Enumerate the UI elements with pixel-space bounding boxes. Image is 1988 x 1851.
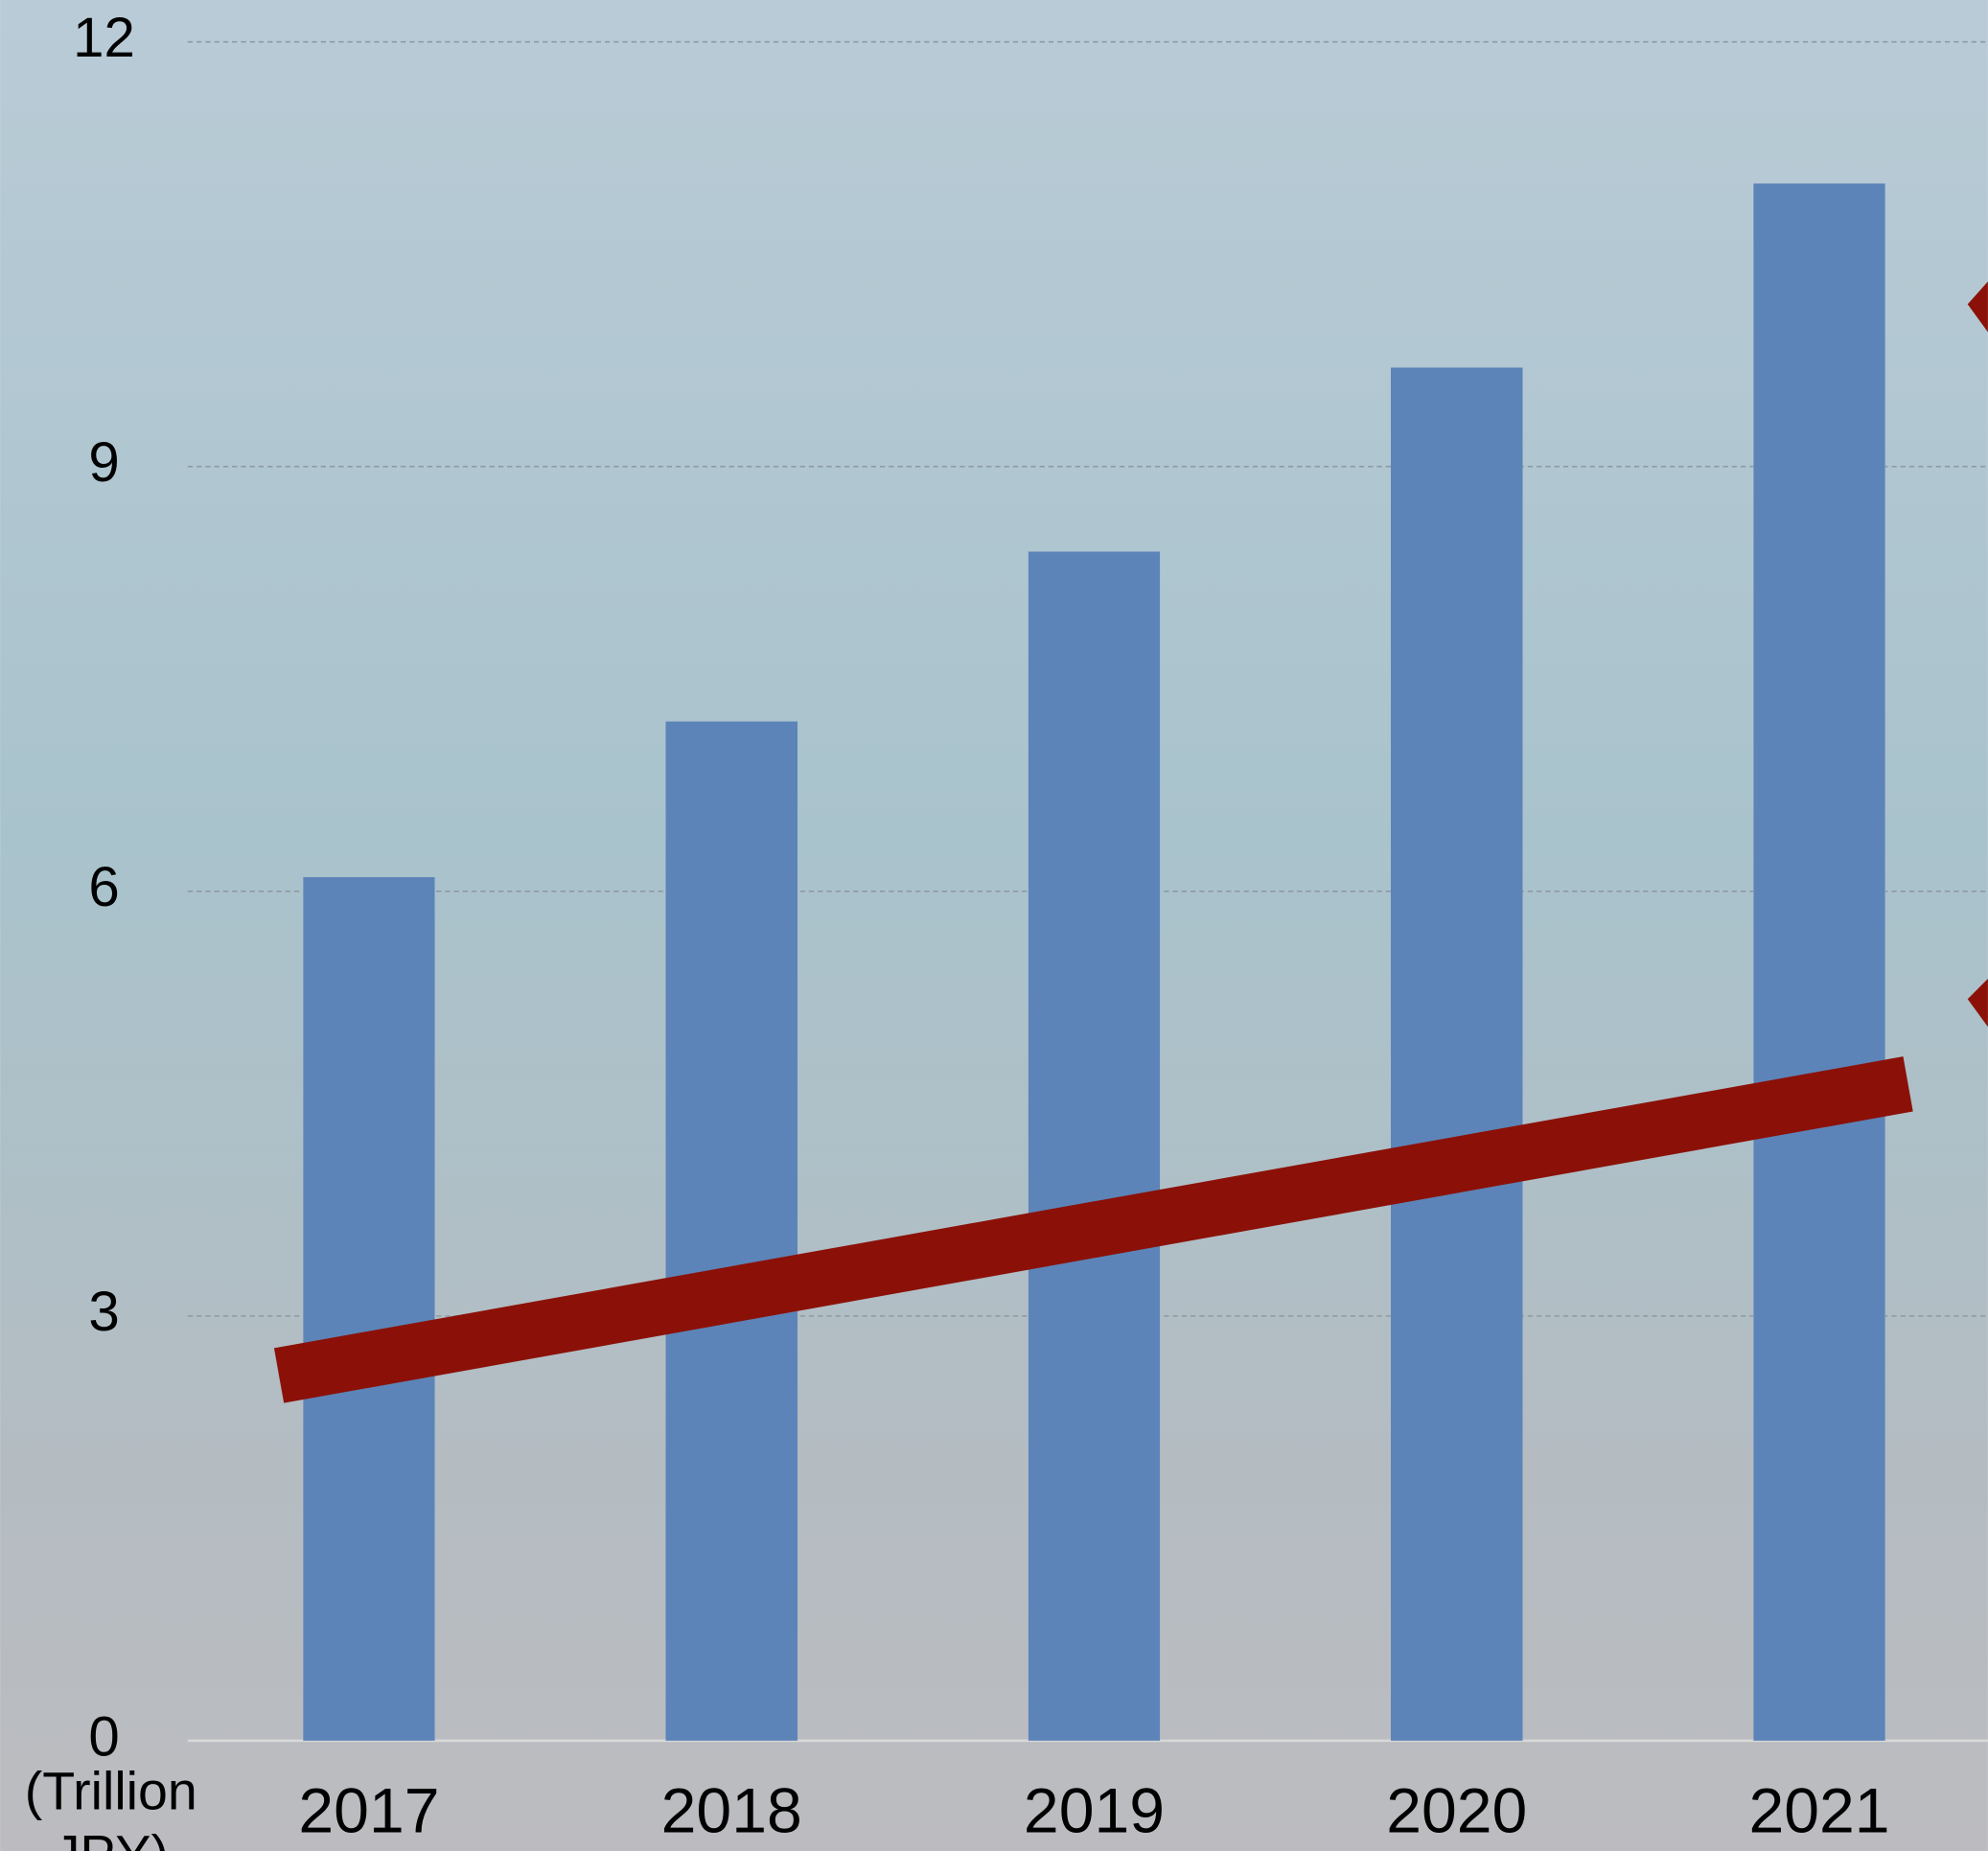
bar [665, 722, 798, 1741]
chart: (Trillion JPY) 0 3 6 9 12 2017 2018 2019 2020 202… [0, 0, 1988, 1851]
y-tick-label: 6 [88, 856, 119, 918]
y-tick-label: 12 [73, 7, 135, 69]
x-tick-label: 2018 [661, 1775, 802, 1846]
y-tick-label: 3 [88, 1281, 119, 1343]
bar [1029, 551, 1161, 1741]
y-tick-label: 9 [88, 431, 119, 494]
x-tick-label: 2019 [1024, 1775, 1165, 1846]
y-tick-label: 0 [88, 1705, 119, 1768]
y-label-box: (Trillion JPY) [0, 1760, 221, 1851]
bar [1753, 183, 1885, 1741]
y-axis-label: (Trillion JPY) [0, 1760, 221, 1851]
background [0, 0, 1988, 1851]
x-tick-label: 2020 [1386, 1775, 1527, 1846]
page: {"chart_data": {"type": "bar", "ylabel":… [0, 0, 1988, 1851]
bar [303, 877, 435, 1741]
x-tick-label: 2017 [298, 1775, 439, 1846]
bar [1391, 367, 1523, 1741]
x-tick-label: 2021 [1748, 1775, 1889, 1846]
